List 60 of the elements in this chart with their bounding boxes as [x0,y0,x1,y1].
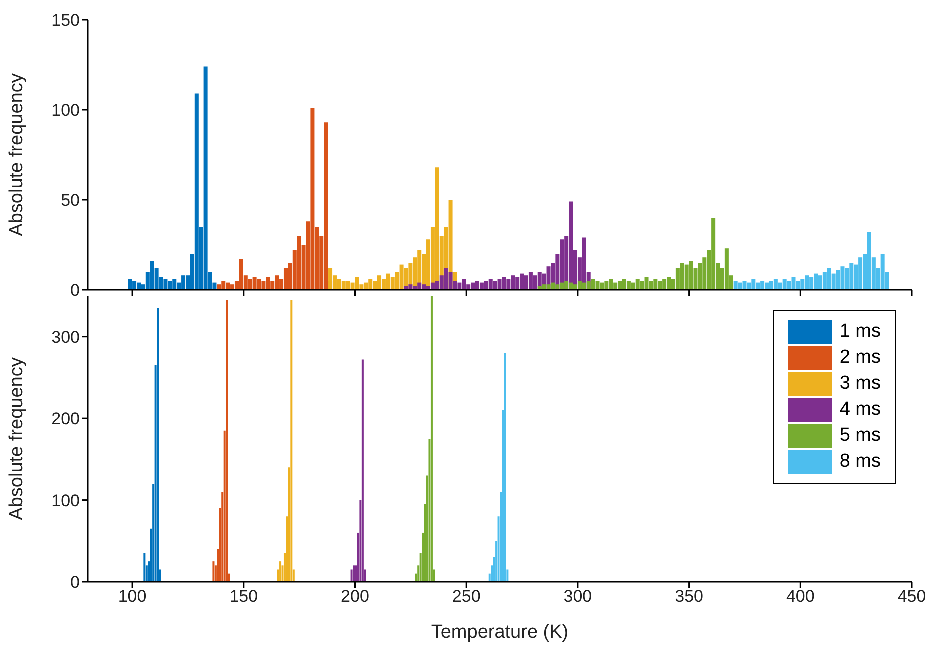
bar [144,553,146,582]
bar [644,277,649,290]
y-tick-label: 100 [52,491,80,510]
bar [350,570,353,582]
legend-label: 5 ms [840,425,881,447]
bar [328,268,333,290]
bar [257,279,262,290]
bar [742,281,747,290]
x-tick-label: 250 [452,587,481,606]
x-tick-label: 200 [341,587,370,606]
y-tick-label: 0 [70,573,80,592]
legend-label: 4 ms [840,399,881,421]
x-axis-title: Temperature (K) [431,622,569,643]
x-tick-label: 350 [675,587,704,606]
bar [128,279,132,290]
bar [136,282,142,290]
bar [280,562,282,582]
bar [400,264,404,290]
y-tick-label: 0 [70,281,80,300]
y-axis-title: Absolute frequency [6,357,28,520]
y-tick-label: 200 [52,410,80,429]
legend-label: 3 ms [840,373,881,395]
bar [649,281,654,290]
y-tick-label: 300 [52,328,80,347]
bar [353,566,356,582]
x-tick-label: 300 [564,587,592,606]
bar [448,272,453,290]
x-tick-label: 150 [230,587,258,606]
bar [840,266,845,290]
x-tick-label: 450 [898,587,926,606]
bar [430,296,433,582]
bar [600,282,604,290]
bar [290,300,293,582]
bar [836,270,840,290]
legend-label: 8 ms [840,451,881,473]
bar [217,284,222,290]
bar [226,300,228,582]
bar [551,282,556,290]
bar [792,277,796,290]
bar [362,360,364,582]
x-tick-label: 400 [786,587,815,606]
bar [212,562,215,582]
legend-label: 1 ms [840,321,881,343]
bar [502,277,506,290]
bar [787,281,792,290]
y-tick-label: 50 [61,191,80,210]
bar [157,308,160,582]
bar [498,279,502,290]
y-axis-title: Absolute frequency [6,73,28,236]
legend-label: 2 ms [840,347,881,369]
bar [524,276,529,290]
bar [164,279,168,290]
x-tick-label: 100 [118,587,147,606]
bar [262,281,266,290]
bar [596,281,600,290]
y-tick-label: 100 [52,101,80,120]
y-tick-label: 150 [52,11,80,30]
bar [546,284,551,290]
bar [504,353,506,582]
bar [355,277,360,290]
